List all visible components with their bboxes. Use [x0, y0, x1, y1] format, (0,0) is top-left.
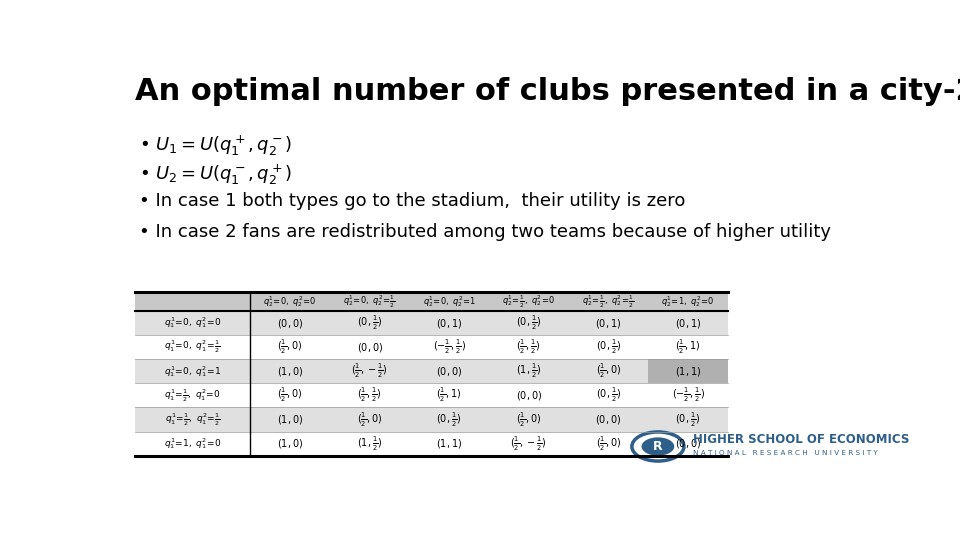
Text: $(0,\frac{1}{2})$: $(0,\frac{1}{2})$: [596, 338, 621, 356]
Text: $(1,0)$: $(1,0)$: [276, 364, 303, 378]
Text: R: R: [653, 440, 662, 453]
Text: $q_2^1\!=\!0,\ q_2^2\!=\!\frac{1}{2}$: $q_2^1\!=\!0,\ q_2^2\!=\!\frac{1}{2}$: [344, 293, 396, 310]
Bar: [134, 407, 728, 431]
Bar: [134, 292, 728, 311]
Text: $(0,0)$: $(0,0)$: [276, 316, 303, 329]
Text: $(0,\frac{1}{2})$: $(0,\frac{1}{2})$: [675, 410, 701, 429]
Text: $(0,1)$: $(0,1)$: [436, 316, 463, 329]
Text: $(\frac{1}{2},0)$: $(\frac{1}{2},0)$: [277, 386, 302, 404]
Text: $(\frac{1}{2},1)$: $(\frac{1}{2},1)$: [675, 338, 701, 356]
Text: $q_1^1\!=\!0,\ q_1^2\!=\!\frac{1}{2}$: $q_1^1\!=\!0,\ q_1^2\!=\!\frac{1}{2}$: [164, 339, 221, 355]
Text: $q_2^1\!=\!\frac{1}{2},\ q_2^2\!=\!\frac{1}{2}$: $q_2^1\!=\!\frac{1}{2},\ q_2^2\!=\!\frac…: [583, 293, 635, 310]
Text: $(0,0)$: $(0,0)$: [516, 389, 541, 402]
Text: • $U_1 = U(q_1^+, q_2^-)$: • $U_1 = U(q_1^+, q_2^-)$: [138, 133, 292, 158]
Text: $q_2^1\!=\!1,\ q_2^2\!=\!0$: $q_2^1\!=\!1,\ q_2^2\!=\!0$: [661, 294, 715, 309]
Text: $(1,0)$: $(1,0)$: [276, 413, 303, 426]
Text: $(1,1)$: $(1,1)$: [675, 364, 701, 378]
Text: $(-\frac{1}{2},\frac{1}{2})$: $(-\frac{1}{2},\frac{1}{2})$: [672, 386, 705, 404]
Bar: [648, 359, 728, 383]
Text: $q_2^1\!=\!\frac{1}{2},\ q_2^2\!=\!0$: $q_2^1\!=\!\frac{1}{2},\ q_2^2\!=\!0$: [502, 293, 555, 310]
Text: HIGHER SCHOOL OF ECONOMICS: HIGHER SCHOOL OF ECONOMICS: [693, 434, 909, 447]
Text: $(0,\frac{1}{2})$: $(0,\frac{1}{2})$: [357, 314, 382, 332]
Text: $q_2^1\!=\!0,\ q_2^2\!=\!0$: $q_2^1\!=\!0,\ q_2^2\!=\!0$: [263, 294, 317, 309]
Text: $(1,\frac{1}{2})$: $(1,\frac{1}{2})$: [357, 435, 382, 453]
Text: $(0,0)$: $(0,0)$: [356, 341, 383, 354]
Text: $q_1^1\!=\!1,\ q_1^2\!=\!0$: $q_1^1\!=\!1,\ q_1^2\!=\!0$: [164, 436, 221, 451]
Circle shape: [641, 437, 674, 456]
Text: $(-\frac{1}{2},\frac{1}{2})$: $(-\frac{1}{2},\frac{1}{2})$: [433, 338, 466, 356]
Text: $(\frac{1}{2},0)$: $(\frac{1}{2},0)$: [357, 410, 382, 429]
Text: $(0,1)$: $(0,1)$: [595, 316, 621, 329]
Text: $(\frac{1}{2},0)$: $(\frac{1}{2},0)$: [516, 410, 541, 429]
Text: $(0,1)$: $(0,1)$: [675, 316, 701, 329]
Text: $q_1^1\!=\!0,\ q_1^2\!=\!1$: $q_1^1\!=\!0,\ q_1^2\!=\!1$: [164, 364, 221, 379]
Bar: [134, 311, 728, 335]
Text: $(\frac{1}{2},0)$: $(\frac{1}{2},0)$: [277, 338, 302, 356]
Text: $q_2^1\!=\!0,\ q_2^2\!=\!1$: $q_2^1\!=\!0,\ q_2^2\!=\!1$: [422, 294, 476, 309]
Text: $(0,0)$: $(0,0)$: [436, 364, 463, 378]
Bar: [134, 359, 728, 383]
Text: $(0,\frac{1}{2})$: $(0,\frac{1}{2})$: [516, 314, 541, 332]
Text: $(\frac{1}{2},0)$: $(\frac{1}{2},0)$: [596, 362, 621, 380]
Text: $(\frac{1}{2},-\frac{1}{2})$: $(\frac{1}{2},-\frac{1}{2})$: [511, 435, 547, 453]
Text: $(0,0)$: $(0,0)$: [595, 413, 621, 426]
Text: $(1,\frac{1}{2})$: $(1,\frac{1}{2})$: [516, 362, 541, 380]
Text: $(\frac{1}{2},\frac{1}{2})$: $(\frac{1}{2},\frac{1}{2})$: [516, 338, 541, 356]
Text: $(\frac{1}{2},-\frac{1}{2})$: $(\frac{1}{2},-\frac{1}{2})$: [351, 362, 388, 380]
Text: $(0,\frac{1}{2})$: $(0,\frac{1}{2})$: [437, 410, 462, 429]
Text: $(0,0)$: $(0,0)$: [675, 437, 701, 450]
Text: • $U_2 = U(q_1^-, q_2^+)$: • $U_2 = U(q_1^-, q_2^+)$: [138, 163, 292, 187]
Text: $(\frac{1}{2},0)$: $(\frac{1}{2},0)$: [596, 435, 621, 453]
Text: $q_1^1\!=\!0,\ q_1^2\!=\!0$: $q_1^1\!=\!0,\ q_1^2\!=\!0$: [164, 315, 221, 330]
Text: $q_1^1\!=\!\frac{1}{2},\ q_1^2\!=\!0$: $q_1^1\!=\!\frac{1}{2},\ q_1^2\!=\!0$: [164, 387, 221, 404]
Text: An optimal number of clubs presented in a city-2: An optimal number of clubs presented in …: [134, 77, 960, 106]
Text: $(1,1)$: $(1,1)$: [436, 437, 463, 450]
Text: $(0,\frac{1}{2})$: $(0,\frac{1}{2})$: [596, 386, 621, 404]
Text: $(1,0)$: $(1,0)$: [276, 437, 303, 450]
Text: $(\frac{1}{2},1)$: $(\frac{1}{2},1)$: [437, 386, 462, 404]
Text: • In case 1 both types go to the stadium,  their utility is zero: • In case 1 both types go to the stadium…: [138, 192, 685, 210]
Text: $q_1^1\!=\!\frac{1}{2},\ q_1^2\!=\!\frac{1}{2}$: $q_1^1\!=\!\frac{1}{2},\ q_1^2\!=\!\frac…: [165, 411, 221, 428]
Text: $(\frac{1}{2},\frac{1}{2})$: $(\frac{1}{2},\frac{1}{2})$: [357, 386, 382, 404]
Text: • In case 2 fans are redistributed among two teams because of higher utility: • In case 2 fans are redistributed among…: [138, 223, 830, 241]
Text: N A T I O N A L   R E S E A R C H   U N I V E R S I T Y: N A T I O N A L R E S E A R C H U N I V …: [693, 450, 877, 456]
